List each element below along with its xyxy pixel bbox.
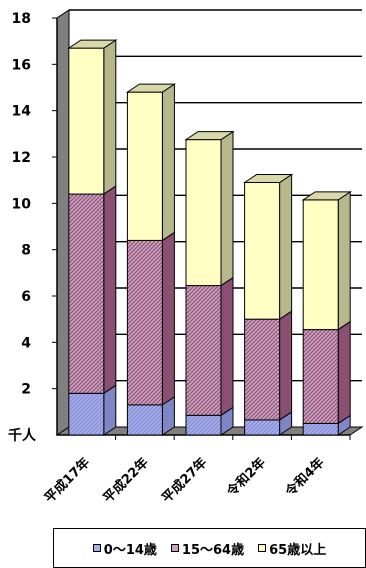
bar-segment (68, 47, 105, 195)
bar-segment (302, 199, 339, 331)
legend-label-65-plus: 65歳以上 (269, 542, 327, 558)
legend-swatch-15-64 (170, 544, 179, 552)
x-tick-label: 平成27年 (159, 455, 211, 507)
y-tick-label: 18 (12, 11, 31, 27)
y-tick-label: 14 (12, 104, 32, 120)
bar-top (67, 39, 118, 49)
left-wall (56, 9, 70, 436)
bar-segment (126, 91, 163, 241)
bar-side (161, 83, 175, 242)
bar-segment (185, 414, 222, 436)
y-tick-label: 8 (21, 243, 31, 259)
bar-segment (68, 392, 105, 436)
bar-segment (302, 329, 339, 424)
bar-segment (185, 285, 222, 416)
x-tick-label: 令和4年 (282, 455, 327, 500)
bar-top (125, 83, 177, 93)
bar-top (242, 173, 294, 183)
bar-side (161, 231, 175, 406)
bar-side (279, 310, 293, 421)
x-tick-label: 平成17年 (41, 455, 93, 507)
x-tick-label: 平成22年 (100, 455, 152, 507)
bar-segment (244, 419, 281, 436)
legend: 0～14歳 15～64歳 65歳以上 (53, 528, 366, 568)
bar-segment (302, 422, 339, 436)
bar-segment (126, 404, 163, 436)
bar-top (184, 131, 235, 141)
y-tick-label: 4 (21, 335, 31, 351)
legend-item-0-14: 0～14歳 (92, 539, 157, 558)
bar-side (103, 185, 117, 395)
y-tick-label: 16 (12, 57, 31, 73)
legend-label-0-14: 0～14歳 (103, 542, 157, 558)
bar-side (220, 276, 234, 417)
bar-segment (185, 139, 222, 287)
y-tick-label: 6 (21, 289, 31, 305)
y-tick-label: 2 (21, 382, 31, 398)
legend-swatch-65-plus (258, 544, 267, 552)
bar-side (103, 384, 117, 436)
bar-segment (126, 239, 163, 406)
legend-swatch-0-14 (92, 544, 101, 552)
bar-side (337, 320, 351, 425)
bar-segment (68, 193, 105, 394)
bar-side (337, 190, 351, 331)
y-tick-label: 12 (12, 150, 31, 166)
bar-side (279, 173, 293, 321)
bar-segment (244, 318, 281, 421)
legend-item-15-64: 15～64歳 (170, 539, 245, 558)
bar-top (301, 191, 352, 201)
x-tick-label: 令和2年 (224, 455, 269, 500)
bar-segment (244, 181, 281, 320)
bar-side (103, 39, 117, 196)
legend-item-65-plus: 65歳以上 (258, 539, 326, 558)
y-tick-label: 10 (12, 196, 32, 212)
bar-side (220, 130, 234, 287)
legend-label-15-64: 15～64歳 (181, 542, 245, 558)
y-unit-label: 千人 (8, 427, 37, 444)
